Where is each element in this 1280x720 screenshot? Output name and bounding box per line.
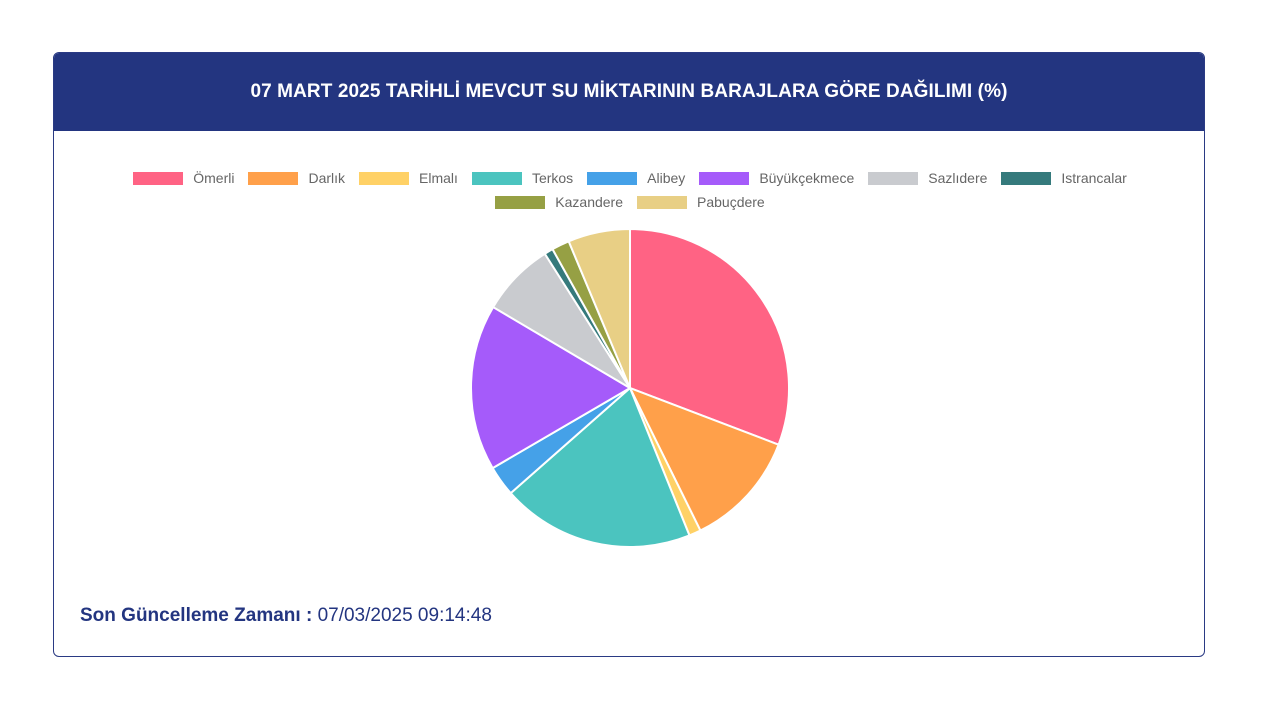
legend-swatch (1001, 171, 1052, 185)
legend-item[interactable]: Terkos (471, 170, 574, 186)
legend-item[interactable]: Büyükçekmece (699, 170, 854, 186)
legend-item[interactable]: Kazandere (495, 194, 623, 210)
legend-label: Büyükçekmece (759, 170, 855, 186)
legend-label: Terkos (531, 170, 574, 186)
pie-slice-büyükçekmece[interactable] (470, 305, 632, 470)
pie-slice-darlık[interactable] (627, 386, 780, 532)
legend-item[interactable]: Sazlıdere (868, 170, 987, 186)
legend-row: Kazandere Pabuçdere (54, 190, 1204, 214)
legend-row: Ömerli Darlık Elmalı Terkos Alibey Büyükçekme… (54, 166, 1204, 190)
chart-card: 07 MART 2025 TARİHLİ MEVCUT SU MİKTARINI… (53, 52, 1205, 657)
legend-label: Sazlıdere (928, 170, 988, 186)
legend-item[interactable]: Pabuçdere (637, 194, 765, 210)
legend-swatch (587, 171, 638, 185)
legend-swatch (868, 171, 919, 185)
pie-slice-pabuçdere[interactable] (567, 227, 631, 389)
legend-swatch (699, 171, 750, 185)
legend-swatch (359, 171, 410, 185)
chart-title: 07 MART 2025 TARİHLİ MEVCUT SU MİKTARINI… (250, 81, 1008, 102)
pie-slice-ömerli[interactable] (629, 227, 790, 446)
last-update: Son Güncelleme Zamanı : 07/03/2025 09:14… (80, 605, 492, 627)
legend-swatch (248, 171, 299, 185)
legend-label: Alibey (647, 170, 686, 186)
legend-label: Istrancalar (1061, 170, 1127, 186)
legend-item[interactable]: Elmalı (359, 170, 458, 186)
legend-swatch (471, 171, 522, 185)
chart-title-bar: 07 MART 2025 TARİHLİ MEVCUT SU MİKTARINI… (54, 53, 1204, 131)
chart-legend: Ömerli Darlık Elmalı Terkos Alibey Büyükçekme… (54, 166, 1204, 214)
legend-label: Pabuçdere (697, 194, 765, 210)
legend-item[interactable]: Darlık (248, 170, 345, 186)
legend-item[interactable]: Istrancalar (1001, 170, 1127, 186)
last-update-label: Son Güncelleme Zamanı : (80, 605, 313, 626)
pie-chart (470, 227, 790, 548)
legend-swatch (133, 171, 184, 185)
legend-label: Kazandere (555, 194, 623, 210)
legend-item[interactable]: Ömerli (133, 170, 234, 186)
legend-label: Ömerli (193, 170, 235, 186)
legend-label: Darlık (308, 170, 346, 186)
pie-slice-terkos[interactable] (509, 386, 691, 548)
legend-swatch (637, 195, 687, 209)
legend-swatch (495, 195, 546, 209)
last-update-value: 07/03/2025 09:14:48 (317, 605, 492, 626)
legend-item[interactable]: Alibey (587, 170, 685, 186)
legend-label: Elmalı (419, 170, 458, 186)
